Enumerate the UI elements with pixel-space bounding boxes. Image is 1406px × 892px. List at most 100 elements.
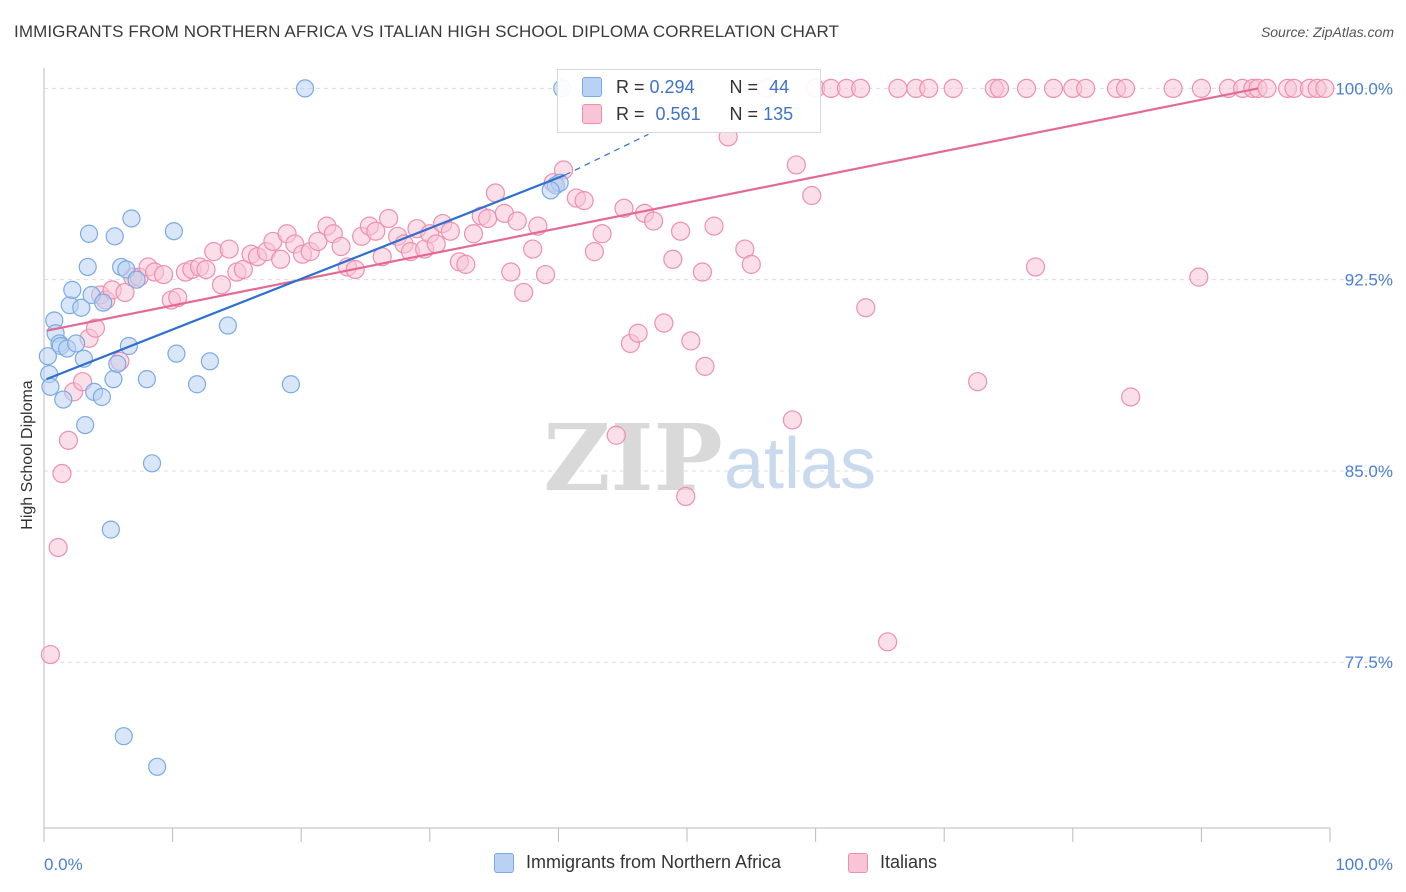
chart-title: IMMIGRANTS FROM NORTHERN AFRICA VS ITALI… — [14, 22, 840, 41]
data-point-italians — [40, 644, 61, 665]
data-point-italians — [379, 208, 399, 229]
data-point-northern-africa — [114, 727, 133, 746]
data-point-italians — [463, 224, 484, 244]
legend-row-italians: R = 0.561 N = 135 — [582, 101, 793, 127]
legend-n-value: 135 — [763, 103, 794, 124]
data-point-northern-africa — [108, 354, 127, 373]
data-point-northern-africa — [137, 370, 156, 389]
data-point-italians — [943, 78, 963, 99]
data-point-italians — [308, 231, 328, 252]
data-point-italians — [692, 262, 713, 282]
legend-r-value: 0.561 — [655, 103, 701, 124]
data-point-italians — [1043, 78, 1064, 99]
data-point-italians — [1025, 257, 1046, 277]
data-point-northern-africa — [79, 224, 99, 243]
legend-swatch-pink — [848, 852, 868, 873]
data-point-italians — [1121, 387, 1141, 407]
data-point-italians — [85, 318, 106, 338]
data-point-italians — [968, 372, 988, 392]
legend-stats: R = 0.294 N = 44 R = 0.561 N = 135 — [557, 69, 821, 133]
data-point-italians — [606, 425, 626, 445]
data-point-northern-africa — [76, 415, 95, 435]
data-point-italians — [535, 264, 556, 285]
data-point-northern-africa — [187, 375, 207, 394]
data-point-northern-africa — [78, 257, 97, 277]
legend-label-italians: Italians — [880, 852, 938, 872]
data-point-italians — [888, 78, 908, 99]
data-point-northern-africa — [218, 316, 237, 335]
data-point-northern-africa — [122, 209, 141, 228]
data-point-italians — [115, 282, 135, 303]
data-point-northern-africa — [54, 390, 73, 409]
data-point-italians — [782, 410, 803, 430]
data-point-northern-africa — [38, 347, 57, 366]
y-tick-label: 100.0% — [1335, 79, 1393, 98]
data-point-northern-africa — [63, 280, 82, 299]
legend-n-label: N = — [729, 103, 759, 124]
data-point-northern-africa — [281, 375, 301, 394]
data-point-italians — [1189, 267, 1209, 287]
axes — [43, 68, 1331, 842]
data-point-northern-africa — [167, 344, 186, 363]
data-point-italians — [574, 191, 594, 211]
data-point-italians — [786, 155, 806, 175]
data-point-northern-africa — [94, 293, 113, 312]
legend-r-value: 0.294 — [649, 76, 695, 97]
data-point-northern-africa — [67, 334, 86, 353]
data-point-italians — [1016, 78, 1037, 99]
data-point-northern-africa — [127, 270, 146, 289]
data-point-northern-africa — [295, 79, 315, 98]
data-point-northern-africa — [200, 352, 219, 371]
data-point-italians — [52, 463, 72, 484]
data-point-italians — [233, 259, 253, 280]
data-point-italians — [695, 356, 715, 376]
data-point-italians — [1163, 78, 1183, 99]
legend-swatch-blue — [494, 852, 514, 873]
data-point-italians — [1115, 78, 1136, 99]
italians-points — [40, 78, 1335, 665]
data-point-northern-africa — [41, 377, 60, 396]
data-point-northern-africa — [72, 298, 91, 317]
data-point-italians — [802, 185, 822, 206]
legend-item-northern-africa: Immigrants from Northern Africa — [494, 852, 781, 873]
data-point-italians — [48, 537, 68, 558]
data-point-italians — [1315, 78, 1335, 99]
data-point-italians — [366, 221, 386, 241]
y-tick-label: 77.5% — [1345, 653, 1393, 672]
data-point-northern-africa — [104, 370, 123, 389]
legend-item-italians: Italians — [848, 852, 937, 873]
data-point-italians — [856, 298, 876, 318]
legend-swatch-blue — [582, 77, 602, 97]
tick-labels: 77.5% 85.0% 92.5% 100.0% 0.0% 100.0% — [44, 79, 1393, 874]
data-point-northern-africa — [164, 222, 183, 241]
data-point-italians — [440, 221, 460, 241]
data-point-italians — [456, 254, 476, 274]
x-tick-label-min: 0.0% — [44, 855, 83, 874]
data-point-italians — [168, 287, 188, 308]
data-point-italians — [643, 211, 664, 231]
legend-label-northern-africa: Immigrants from Northern Africa — [526, 852, 782, 872]
data-point-italians — [501, 262, 521, 282]
data-point-northern-africa — [101, 520, 120, 539]
data-point-italians — [592, 224, 612, 244]
data-point-northern-africa — [541, 181, 560, 200]
data-point-italians — [1191, 78, 1212, 99]
data-point-italians — [670, 221, 691, 241]
data-point-italians — [741, 254, 761, 274]
data-point-italians — [1257, 78, 1277, 99]
data-point-italians — [514, 282, 534, 303]
data-point-italians — [681, 331, 701, 351]
trend-lines — [46, 87, 1259, 381]
y-tick-label: 92.5% — [1345, 271, 1393, 290]
data-point-italians — [523, 239, 543, 259]
legend-row-northern-africa: R = 0.294 N = 44 — [582, 74, 789, 100]
data-point-italians — [919, 78, 939, 99]
data-point-italians — [426, 234, 446, 254]
data-point-italians — [478, 208, 498, 229]
legend-n-label: N = — [729, 76, 759, 97]
data-point-northern-africa — [142, 454, 162, 473]
data-point-northern-africa — [148, 757, 167, 776]
x-tick-label-max: 100.0% — [1335, 855, 1393, 874]
trend-line-northern-africa-extension — [564, 133, 649, 176]
